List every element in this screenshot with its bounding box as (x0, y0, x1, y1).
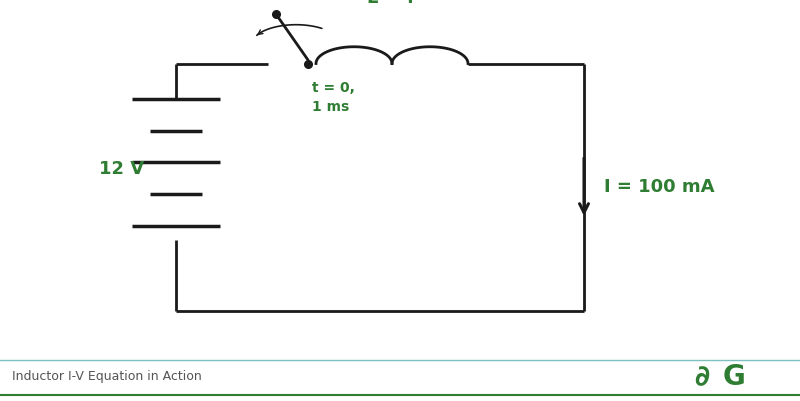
Text: I = 100 mA: I = 100 mA (604, 178, 714, 196)
Text: L = ?: L = ? (367, 0, 417, 7)
Text: 12 V: 12 V (99, 160, 144, 178)
Text: ∂: ∂ (694, 363, 709, 391)
Text: t = 0,
1 ms: t = 0, 1 ms (312, 81, 355, 113)
Text: G: G (722, 363, 745, 391)
Text: Inductor I-V Equation in Action: Inductor I-V Equation in Action (12, 371, 202, 383)
